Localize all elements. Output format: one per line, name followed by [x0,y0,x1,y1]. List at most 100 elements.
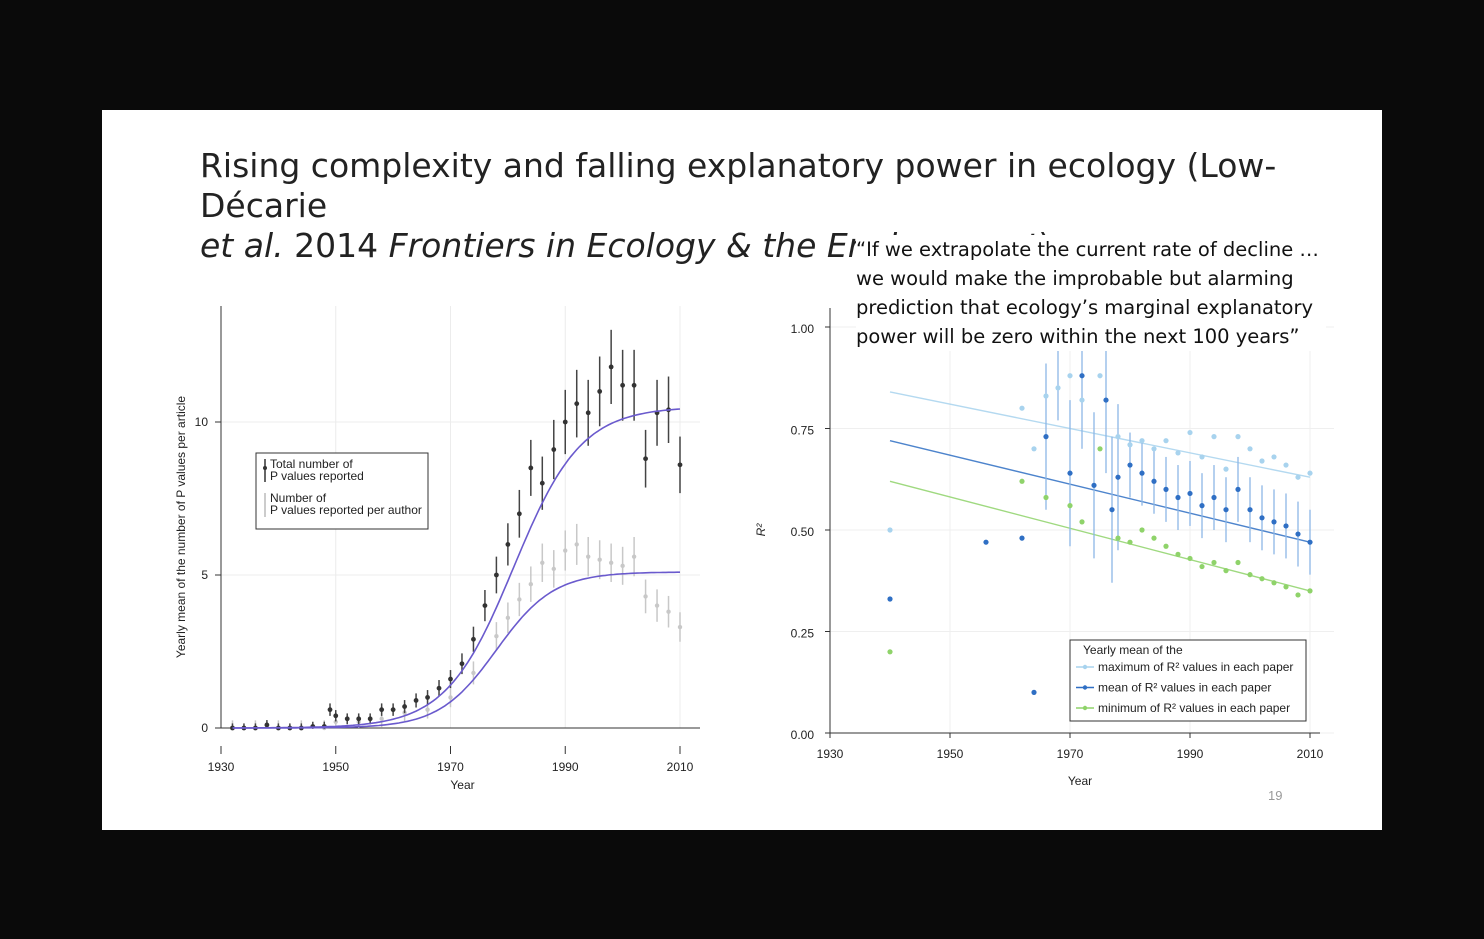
chart2-point-series-3 [1139,527,1145,533]
chart2-x-axis-label: Year [1068,774,1092,788]
chart2-point-series-3 [1043,494,1049,501]
chart2-point-series-1 [887,527,893,533]
chart1-author-point [540,560,545,565]
chart1-legend-total-label-b: P values reported [270,469,364,483]
chart2-point-series-3 [1175,551,1181,557]
chart2-y-tick-label: 0.00 [791,728,815,742]
chart2-point-series-3 [1067,503,1073,509]
chart2-point-series-1 [1127,442,1133,448]
chart2-y-tick-label: 0.50 [791,525,815,539]
chart1-total-point [528,465,534,471]
charts-canvas: 1930 1950 1970 1990 2010 0 5 10 Year Yearly mean … [174,306,1334,792]
chart2-x-tick-label: 1950 [937,747,964,761]
chart2-point-series-2 [1079,373,1085,379]
chart1-total-point [390,707,396,713]
chart2-point-series-2 [1109,507,1115,513]
chart2-x-tick-label: 1970 [1057,747,1084,761]
chart1-total-point [264,722,270,728]
chart2-point-series-3 [1283,584,1289,590]
chart2-point-series-2 [1283,523,1289,529]
chart1-total-point [379,707,385,713]
chart1-total-point [402,704,407,709]
chart1-x-tick-label: 1950 [322,760,349,774]
chart1-author-point [379,716,384,722]
chart2-point-series-1 [1235,434,1241,440]
chart2-trend-line-2 [889,439,1311,543]
chart1-author-point [643,594,648,599]
chart1-x-tick-label: 1930 [208,760,235,774]
title-italic-et-al: et al. [200,226,284,265]
chart1-total-point [608,364,614,370]
chart2-point-series-2 [1235,486,1241,492]
chart1-total-point [562,419,568,425]
chart2-legend-dot-3 [1082,705,1088,711]
chart1-total-point [356,716,362,722]
chart2-point-series-2 [1127,462,1133,468]
chart1-total-point [425,695,430,700]
slide: Rising complexity and falling explanator… [102,110,1382,830]
title-line-1: Rising complexity and falling explanator… [200,146,1277,225]
chart1-total-point [367,716,373,722]
chart1-author-point [563,548,568,553]
chart2-point-series-2 [1031,689,1037,696]
chart1-total-point [230,725,235,731]
chart1-total-point [471,636,476,642]
chart2-point-series-2 [1091,482,1097,488]
chart1-author-point [666,609,671,614]
chart1-author-point [505,615,511,621]
chart2-legend-dot-2 [1082,685,1088,690]
chart1-total-point [505,542,511,547]
chart2-point-series-1 [1019,405,1025,411]
chart2-point-series-2 [1139,470,1145,476]
chart1-author-point [586,554,591,559]
chart2-point-series-3 [887,649,893,655]
chart2-point-series-1 [1223,466,1229,472]
chart1-author-point [654,603,660,608]
chart1-total-point [574,401,580,407]
chart2-point-series-3 [1247,572,1253,578]
chart2-point-series-1 [1271,454,1277,460]
chart2-point-series-2 [983,539,989,545]
chart2-x-tick-label: 2010 [1297,747,1324,761]
chart2-point-series-2 [887,596,893,602]
chart2-point-series-1 [1055,385,1061,391]
chart1-total-point [413,698,419,703]
chart1-x-tick-label: 1990 [552,760,579,774]
chart1-author-point [574,542,579,547]
chart1-author-point [677,624,683,630]
chart1-y-tick-label: 10 [195,415,209,429]
chart2-y-tick-label: 0.75 [791,424,815,438]
chart2-point-series-2 [1247,507,1253,513]
chart1-author-point [597,557,602,562]
chart2-point-series-2 [1271,519,1277,525]
chart1-total-point [494,572,499,578]
chart2-point-series-2 [1307,539,1313,545]
quote-text: “If we extrapolate the current rate of d… [856,235,1326,351]
chart1-total-point [327,707,333,713]
chart2-x-tick-label: 1990 [1177,747,1204,761]
chart2-point-series-1 [1175,450,1181,456]
chart1-fit-curve-2 [232,571,680,729]
chart1-author-point [471,670,476,676]
chart1-total-point [459,661,465,667]
chart1-author-point [631,554,637,559]
chart2-point-series-1 [1031,446,1037,452]
chart2-legend-label-2: mean of R² values in each paper [1098,681,1271,695]
chart2-point-series-3 [1127,539,1133,545]
chart2-point-series-3 [1151,535,1157,541]
chart1-total-point [597,389,603,394]
chart2-point-series-1 [1043,393,1049,399]
chart1-author-point [551,566,556,572]
chart1-author-point [620,563,625,569]
chart2-y-axis-label: R² [754,523,768,537]
chart2-point-series-1 [1295,474,1301,480]
chart2-point-series-3 [1079,519,1085,525]
chart1-legend-box [255,452,429,530]
chart1-author-point [448,695,453,700]
chart2-point-series-1 [1283,462,1289,468]
chart2-point-series-2 [1259,515,1265,521]
slide-title: Rising complexity and falling explanator… [200,146,1320,266]
chart2-point-series-3 [1115,535,1121,541]
title-year: 2014 [283,226,389,265]
chart2-point-series-3 [1223,568,1229,574]
